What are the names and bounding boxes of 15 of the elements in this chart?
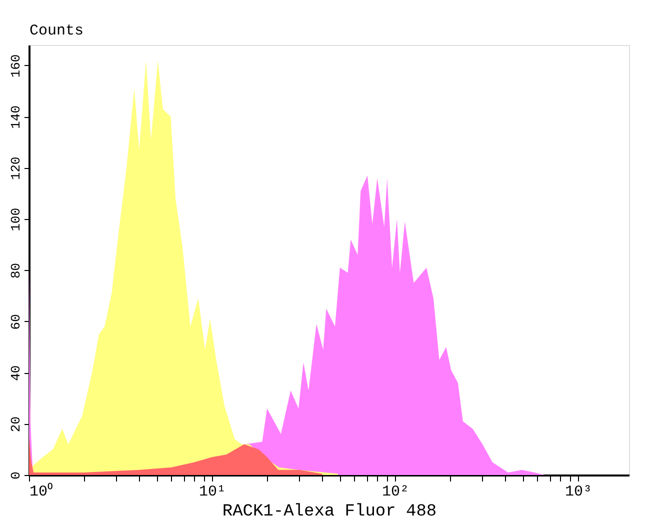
y-tick-label: 80: [8, 262, 24, 279]
y-axis-title: Counts: [30, 22, 84, 40]
x-tick-label: 10¹: [198, 484, 226, 500]
x-tick-label: 10²: [382, 484, 409, 500]
y-tick-label: 40: [8, 365, 24, 381]
y-tick-label: 20: [8, 416, 24, 432]
y-tick-label: 0: [8, 472, 24, 480]
y-tick-label: 100: [8, 208, 24, 232]
y-tick-label: 140: [8, 105, 24, 129]
y-tick-label: 60: [8, 314, 24, 330]
x-axis-title: RACK1-Alexa Fluor 488: [222, 502, 437, 520]
x-tick-label: 10⁰: [30, 482, 53, 500]
x-tick-label: 10³: [564, 484, 592, 500]
y-tick-label: 160: [8, 54, 24, 78]
y-tick-label: 120: [8, 156, 24, 180]
